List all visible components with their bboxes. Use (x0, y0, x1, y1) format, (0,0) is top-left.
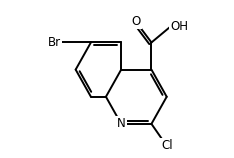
Text: Br: Br (48, 36, 61, 49)
Text: Cl: Cl (161, 139, 172, 152)
Text: O: O (131, 15, 140, 28)
Text: OH: OH (170, 20, 188, 33)
Text: N: N (117, 117, 126, 130)
